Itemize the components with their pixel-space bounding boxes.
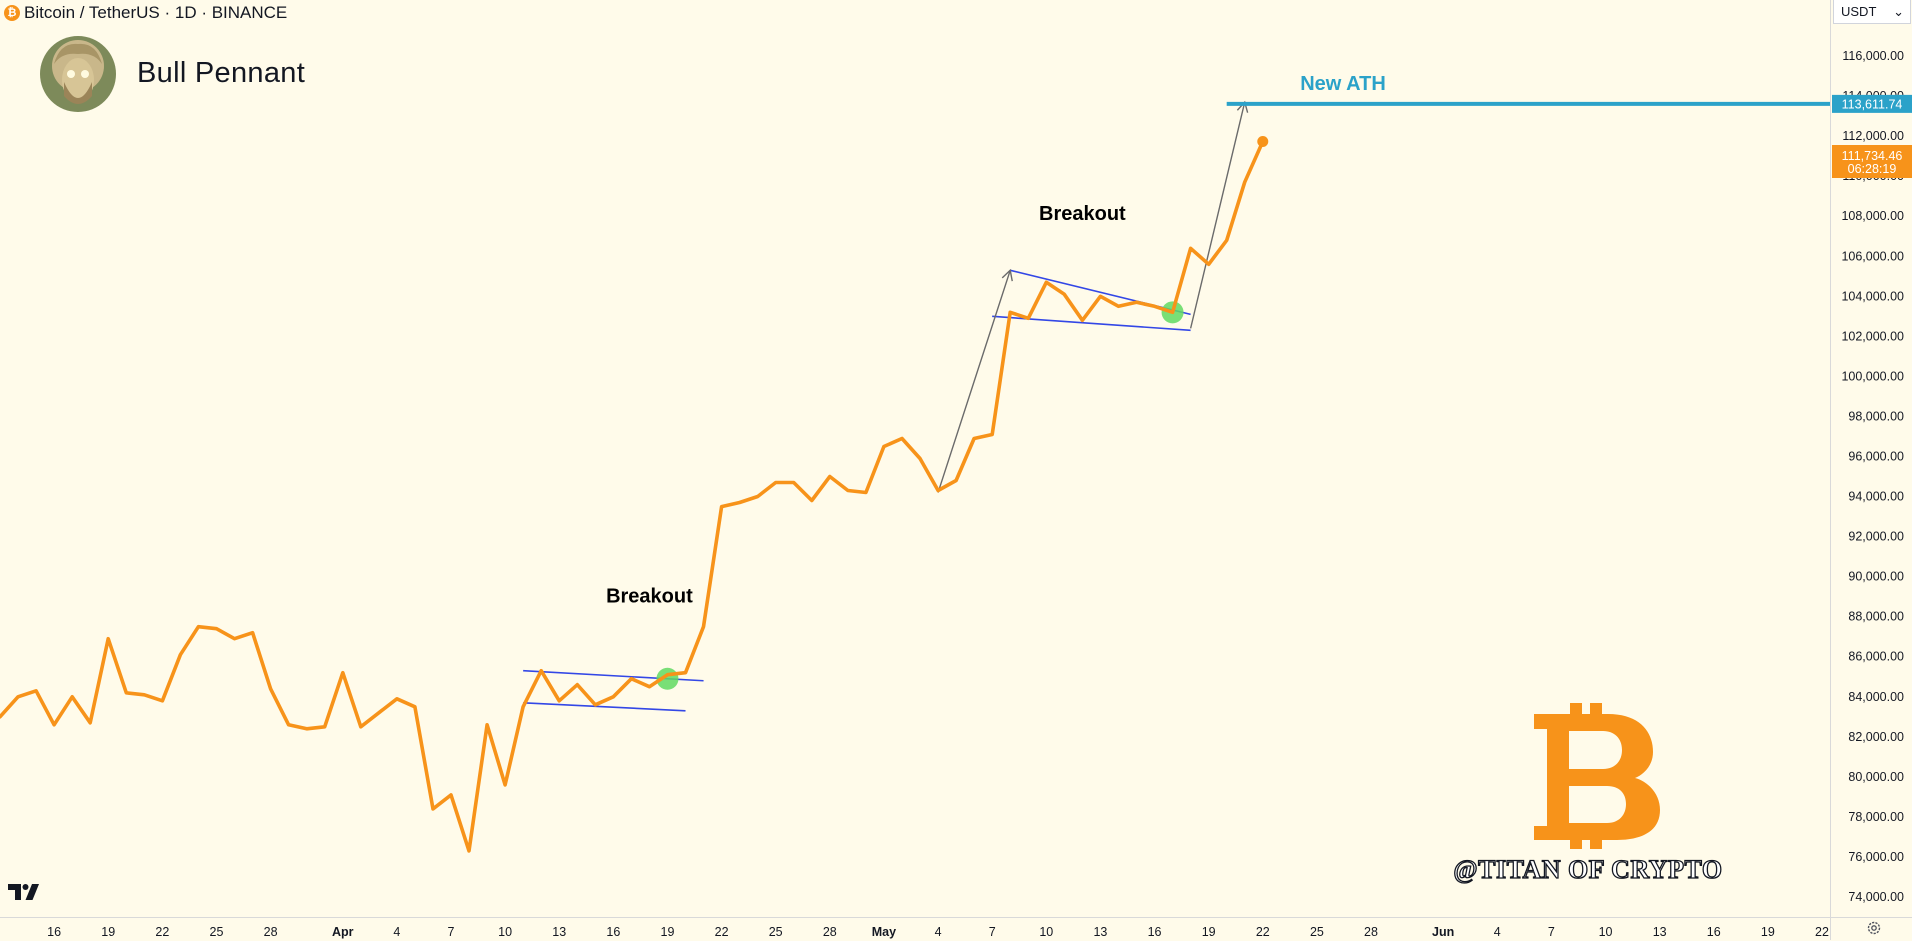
y-tick-label: 104,000.00 — [1841, 289, 1904, 303]
x-tick-label: 4 — [1494, 925, 1501, 939]
y-tick-label: 102,000.00 — [1841, 329, 1904, 343]
watermark-text: @TITAN OF CRYPTO — [1453, 855, 1722, 884]
x-tick-label: 28 — [264, 925, 278, 939]
x-tick-label: 7 — [1548, 925, 1555, 939]
flagpole-arrow-line[interactable] — [1189, 101, 1246, 329]
countdown-label: 06:28:19 — [1848, 162, 1897, 176]
x-tick-label: 10 — [498, 925, 512, 939]
y-tick-label: 78,000.00 — [1848, 810, 1904, 824]
x-tick-label: 28 — [1364, 925, 1378, 939]
ath-price-label: 113,611.74 — [1842, 97, 1903, 111]
x-tick-label: 28 — [823, 925, 837, 939]
plot-area — [0, 0, 1830, 917]
y-tick-label: 108,000.00 — [1841, 209, 1904, 223]
x-tick-label: 10 — [1599, 925, 1613, 939]
x-tick-label: 25 — [769, 925, 783, 939]
x-tick-label: 16 — [606, 925, 620, 939]
x-tick-label: Jun — [1432, 925, 1454, 939]
x-tick-label: 4 — [935, 925, 942, 939]
x-tick-label: 7 — [989, 925, 996, 939]
avatar — [40, 36, 116, 112]
x-tick-label: 19 — [1202, 925, 1216, 939]
x-tick-label: 16 — [47, 925, 61, 939]
y-tick-label: 86,000.00 — [1848, 650, 1904, 664]
bitcoin-coin-icon: ₿ — [4, 5, 20, 21]
bitcoin-logo-icon — [1534, 703, 1660, 849]
symbol-header[interactable]: ₿ Bitcoin / TetherUS · 1D · BINANCE — [4, 2, 287, 24]
x-tick-label: 4 — [393, 925, 400, 939]
x-tick-label: 25 — [210, 925, 224, 939]
currency-label: USDT — [1841, 4, 1877, 19]
x-tick-label: May — [872, 925, 896, 939]
chart-title: Bull Pennant — [137, 57, 306, 89]
y-tick-label: 98,000.00 — [1848, 409, 1904, 423]
x-tick-label: 19 — [101, 925, 115, 939]
x-tick-label: 13 — [552, 925, 566, 939]
pennant-trendline[interactable] — [523, 701, 686, 712]
ath-price-badge — [1832, 94, 1912, 113]
y-tick-label: 82,000.00 — [1848, 730, 1904, 744]
currency-selector[interactable]: USDT ⌄ — [1833, 0, 1911, 24]
y-tick-label: 92,000.00 — [1848, 530, 1904, 544]
symbol-text: Bitcoin / TetherUS · 1D · BINANCE — [24, 3, 288, 22]
x-tick-label: 19 — [1761, 925, 1775, 939]
x-tick-label: 7 — [448, 925, 455, 939]
arrowhead-icon — [1001, 268, 1013, 282]
last-price-badge — [1832, 145, 1912, 178]
last-price-label: 111,734.46 — [1842, 149, 1903, 163]
flagpole-arrow-line[interactable] — [937, 270, 1011, 493]
x-tick-label: 13 — [1093, 925, 1107, 939]
breakout-label: Breakout — [1039, 203, 1126, 225]
tradingview-logo-icon[interactable] — [8, 883, 40, 906]
x-tick-label: 19 — [661, 925, 675, 939]
x-tick-label: 22 — [1256, 925, 1270, 939]
breakout-label: Breakout — [606, 586, 693, 608]
y-tick-label: 100,000.00 — [1841, 369, 1904, 383]
y-tick-label: 96,000.00 — [1848, 449, 1904, 463]
x-tick-label: 16 — [1148, 925, 1162, 939]
x-tick-label: 25 — [1310, 925, 1324, 939]
x-tick-label: 22 — [1815, 925, 1829, 939]
y-tick-label: 84,000.00 — [1848, 690, 1904, 704]
ath-label: New ATH — [1300, 73, 1386, 95]
y-tick-label: 76,000.00 — [1848, 850, 1904, 864]
y-tick-label: 116,000.00 — [1842, 49, 1904, 63]
x-tick-label: 22 — [155, 925, 169, 939]
price-line[interactable] — [0, 139, 1265, 853]
x-tick-label: 16 — [1707, 925, 1721, 939]
x-tick-label: 10 — [1039, 925, 1053, 939]
y-tick-label: 112,000.00 — [1842, 129, 1904, 143]
x-tick-label: Apr — [332, 925, 354, 939]
y-tick-label: 88,000.00 — [1848, 610, 1904, 624]
last-price-dot — [1257, 135, 1269, 147]
x-tick-label: 22 — [715, 925, 729, 939]
y-tick-label: 90,000.00 — [1848, 570, 1904, 584]
chevron-down-icon: ⌄ — [1893, 3, 1904, 19]
y-tick-label: 80,000.00 — [1848, 770, 1904, 784]
y-tick-label: 94,000.00 — [1848, 490, 1904, 504]
gear-icon[interactable] — [1866, 920, 1882, 941]
y-tick-label: 106,000.00 — [1841, 249, 1904, 263]
x-tick-label: 13 — [1653, 925, 1667, 939]
y-tick-label: 74,000.00 — [1848, 890, 1904, 904]
